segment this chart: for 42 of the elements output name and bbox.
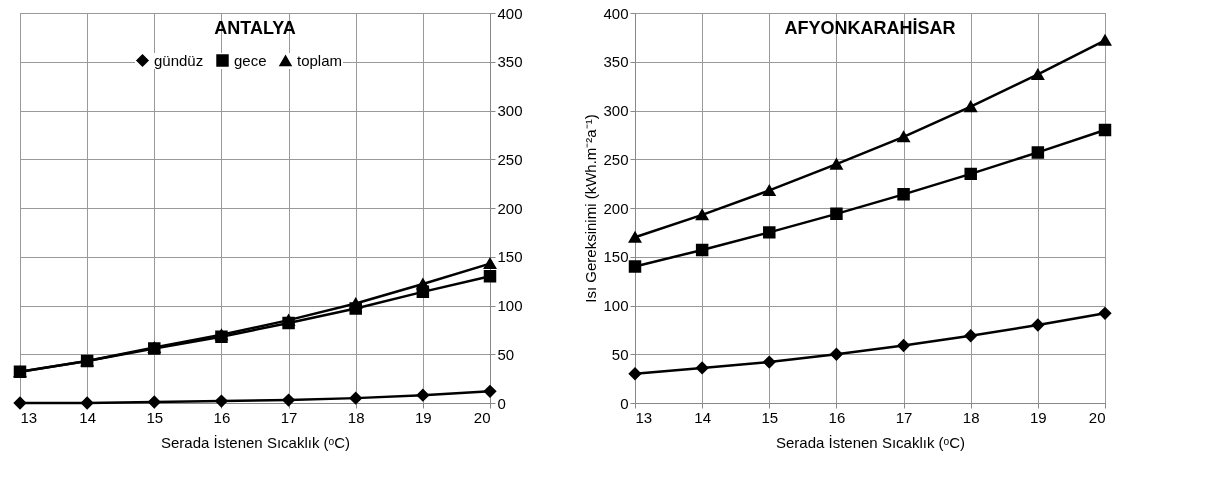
y-tick-label: 300 (603, 102, 629, 119)
y-tick-label: 250 (603, 150, 629, 168)
legend-label: gündüz (154, 51, 204, 69)
x-tick-label: 14 (79, 408, 96, 426)
legend-label: gece (234, 51, 267, 69)
y-tick-label: 50 (611, 345, 629, 363)
x-tick-label: 15 (146, 408, 164, 426)
x-tick-label: 19 (1030, 408, 1047, 426)
x-tick-label: 18 (962, 408, 980, 426)
y-tick-label: 100 (497, 297, 523, 314)
y-tick-label: 350 (603, 53, 629, 71)
y-tick-label: 200 (603, 199, 629, 217)
y-tick-label: 150 (603, 248, 629, 266)
y-tick-label: 150 (497, 248, 523, 266)
x-tick-label: 13 (635, 408, 653, 426)
x-tick-label: 17 (280, 408, 298, 426)
x-axis-title: Serada İstenen Sıcaklık (ᵒC) (775, 433, 966, 451)
x-tick-label: 18 (347, 408, 365, 426)
y-tick-label: 400 (497, 4, 523, 22)
y-tick-label: 300 (497, 102, 523, 119)
y-tick-label: 50 (497, 345, 515, 363)
x-tick-label: 15 (761, 408, 779, 426)
legend-label: toplam (297, 51, 343, 69)
x-tick-label: 20 (1088, 408, 1106, 426)
y-tick-label: 250 (497, 150, 523, 168)
x-tick-label: 13 (20, 408, 38, 426)
y-tick-label: 100 (603, 297, 629, 314)
chart-title: ANTALYA (214, 18, 296, 38)
y-tick-label: 350 (497, 53, 523, 71)
y-tick-label: 0 (620, 394, 629, 412)
x-tick-label: 20 (473, 408, 491, 426)
y-tick-label: 0 (497, 394, 506, 412)
y-axis-title: Isı Gereksinimi (kWh.m⁻²a⁻¹) (582, 114, 600, 303)
x-tick-label: 16 (213, 408, 231, 426)
y-tick-label: 400 (603, 4, 629, 22)
chart-title: AFYONKARAHİSAR (784, 18, 956, 38)
x-tick-label: 19 (415, 408, 432, 426)
x-tick-label: 14 (694, 408, 711, 426)
x-tick-label: 17 (895, 408, 913, 426)
x-axis-title: Serada İstenen Sıcaklık (ᵒC) (160, 433, 351, 451)
x-tick-label: 16 (828, 408, 846, 426)
y-tick-label: 200 (497, 199, 523, 217)
